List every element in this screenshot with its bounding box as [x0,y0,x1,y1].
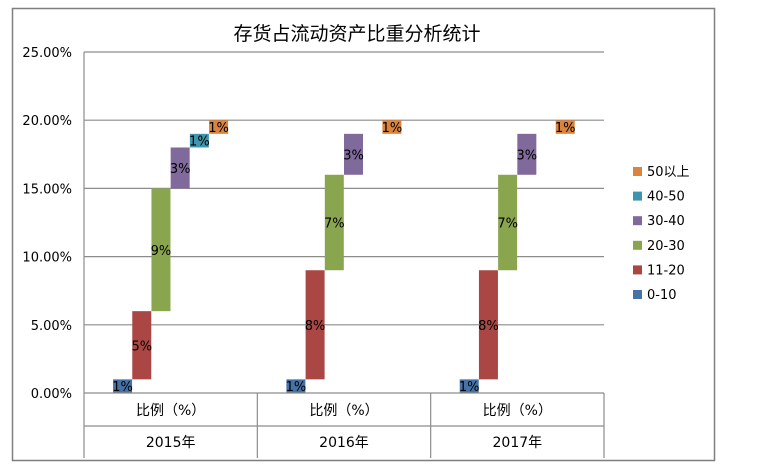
bar-30-40 [517,133,537,175]
y-tick-label: 5.00% [31,319,72,334]
y-tick-label: 0.00% [31,387,72,402]
data-label: 1% [208,121,229,136]
data-label: 7% [497,217,518,232]
chart-title: 存货占流动资产比重分析统计 [233,23,480,45]
bar-0-10 [113,379,133,393]
x-axis: 比例（%） 2015年 比例（%） 2016年 比例（%） 2017年 [83,392,605,458]
bar-30-40 [344,133,363,175]
bar-50以上 [382,120,402,134]
y-tick-label: 15.00% [22,182,72,197]
data-label: 1% [382,121,403,136]
x-group-label: 2017年 [493,435,543,451]
data-label: 8% [305,319,326,334]
bar-11-20 [305,270,325,380]
y-tick-label: 10.00% [22,251,72,266]
legend-swatch [633,216,642,226]
data-label: 3% [170,162,191,177]
bar-11-20 [478,270,498,380]
bar-0-10 [459,379,479,393]
x-sub-label: 比例（%） [309,403,378,419]
data-label: 8% [478,319,499,334]
data-label: 3% [517,148,538,163]
y-tick-label: 25.00% [22,46,72,61]
data-label: 1% [189,135,210,150]
x-sub-label: 比例（%） [483,403,552,419]
data-label: 1% [112,380,133,395]
bar-11-20 [132,311,152,380]
legend-label: 30-40 [647,214,685,229]
data-label: 3% [343,148,364,163]
legend-label: 0-10 [647,288,677,303]
y-tick-label: 20.00% [22,114,72,129]
data-label: 5% [131,339,152,354]
data-label: 1% [286,380,307,395]
bar-0-10 [286,379,306,393]
bar-20-30 [324,174,344,271]
bar-20-30 [151,188,171,312]
x-group-label: 2016年 [319,435,369,451]
legend-label: 40-50 [647,190,685,205]
data-label: 9% [151,244,172,259]
data-label: 1% [459,380,480,395]
bar-20-30 [498,174,518,271]
bar-50以上 [555,120,575,134]
bars [113,120,575,393]
legend-label: 20-30 [647,239,685,254]
bar-40-50 [189,133,209,148]
legend-swatch [633,167,642,176]
legend: 50以上 40-50 30-40 20-30 11-20 0-10 [633,165,690,303]
legend-label: 50以上 [647,165,690,180]
data-label: 7% [324,217,345,232]
y-axis-tick-labels: 25.00% 20.00% 15.00% 10.00% 5.00% 0.00% [22,46,72,402]
data-labels: 1%5%9%3%1%1%1%8%7%3%1%1%8%7%3%1% [112,121,575,395]
x-sub-label: 比例（%） [136,403,205,419]
x-group-label: 2015年 [146,435,196,451]
legend-swatch [633,240,642,250]
legend-swatch [633,290,642,299]
data-label: 1% [555,121,576,136]
bar-50以上 [209,120,229,134]
bar-30-40 [170,147,190,189]
legend-swatch [633,191,642,201]
legend-label: 11-20 [647,263,685,278]
legend-swatch [633,265,642,275]
